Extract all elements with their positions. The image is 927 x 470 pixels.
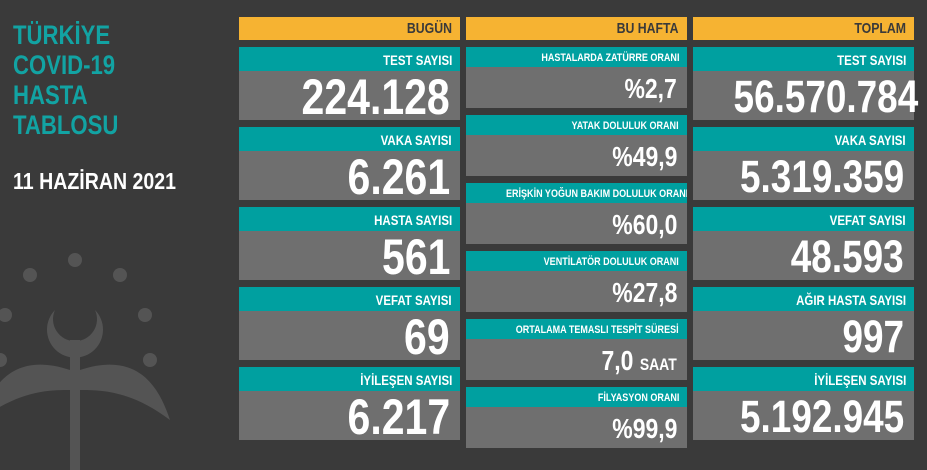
stat-label-text: VENTİLATÖR DOLULUK ORANI — [543, 256, 679, 268]
page-title: TÜRKİYE COVID-19 HASTA TABLOSU — [13, 20, 213, 140]
stat-label: VENTİLATÖR DOLULUK ORANI — [466, 251, 687, 271]
stat-value-text: %2,7 — [624, 73, 677, 104]
stat-card: ERİŞKİN YOĞUN BAKIM DOLULUK ORANI %60,0 — [466, 183, 687, 244]
stat-label-text: HASTALARDA ZATÜRRE ORANI — [540, 52, 679, 64]
stat-card: ORTALAMA TEMASLI TESPİT SÜRESİ 7,0 SAAT — [466, 319, 687, 380]
stat-card: İYİLEŞEN SAYISI 6.217 — [239, 367, 460, 443]
stat-label: VEFAT SAYISI — [239, 287, 460, 311]
stat-value: 48.593 — [693, 231, 914, 282]
stat-label: TEST SAYISI — [239, 47, 460, 71]
stat-label-text: İYİLEŞEN SAYISI — [359, 372, 452, 388]
stat-value: %60,0 — [466, 203, 687, 244]
stat-value-text: 56.570.784 — [733, 71, 919, 122]
stat-value: 69 — [239, 311, 460, 363]
stat-card: HASTA SAYISI 561 — [239, 207, 460, 283]
stat-label: TEST SAYISI — [693, 47, 914, 71]
stat-label-text: TEST SAYISI — [382, 52, 452, 68]
stat-label-text: TEST SAYISI — [836, 52, 906, 68]
title-line: COVID-19 — [13, 50, 116, 80]
stat-value: 7,0 SAAT — [466, 339, 687, 380]
stat-value-text: %60,0 — [611, 209, 677, 240]
stat-value: 5.192.945 — [693, 391, 914, 442]
stat-card: YATAK DOLULUK ORANI %49,9 — [466, 115, 687, 176]
stat-label: AĞIR HASTA SAYISI — [693, 287, 914, 311]
stat-card: AĞIR HASTA SAYISI 997 — [693, 287, 914, 362]
stat-label-text: HASTA SAYISI — [373, 212, 452, 228]
stat-value-text: 5.192.945 — [739, 391, 904, 442]
stat-value: 56.570.784 — [693, 71, 918, 122]
stat-label: VAKA SAYISI — [239, 127, 460, 151]
stat-value-text: %49,9 — [611, 141, 677, 172]
stat-label: İYİLEŞEN SAYISI — [693, 367, 914, 391]
title-line: TABLOSU — [13, 110, 119, 140]
stat-label: FİLYASYON ORANI — [466, 387, 687, 407]
stat-value-text: 561 — [381, 229, 450, 285]
stat-value: 6.261 — [239, 151, 460, 203]
stat-value-text: 224.128 — [301, 69, 450, 125]
ministry-emblem-icon — [0, 253, 170, 470]
stat-card: HASTALARDA ZATÜRRE ORANI %2,7 — [466, 47, 687, 108]
stat-value: 997 — [693, 311, 914, 362]
stat-value-text: 48.593 — [791, 231, 904, 282]
column-header-text: BUGÜN — [406, 20, 452, 37]
stat-label-text: ERİŞKİN YOĞUN BAKIM DOLULUK ORANI — [506, 188, 687, 200]
stat-label-text: VAKA SAYISI — [834, 132, 906, 148]
stat-card: VENTİLATÖR DOLULUK ORANI %27,8 — [466, 251, 687, 312]
column-header-text: BU HAFTA — [617, 20, 679, 37]
stat-label: HASTA SAYISI — [239, 207, 460, 231]
stat-card: VEFAT SAYISI 48.593 — [693, 207, 914, 282]
stat-value: 5.319.359 — [693, 151, 914, 202]
stat-value-text: %27,8 — [611, 277, 677, 308]
column-this-week: BU HAFTA HASTALARDA ZATÜRRE ORANI %2,7 Y… — [466, 17, 687, 448]
stat-value: %49,9 — [466, 135, 687, 176]
stat-card: VEFAT SAYISI 69 — [239, 287, 460, 363]
stat-card: TEST SAYISI 56.570.784 — [693, 47, 918, 122]
stat-card: VAKA SAYISI 5.319.359 — [693, 127, 914, 202]
stat-value-text: 997 — [842, 311, 904, 362]
column-header-text: TOPLAM — [854, 20, 906, 37]
stat-value: 6.217 — [239, 391, 460, 443]
stat-label-text: YATAK DOLULUK ORANI — [571, 120, 679, 132]
stat-card: TEST SAYISI 224.128 — [239, 47, 460, 123]
stat-value-text: 7,0 — [601, 345, 634, 376]
stat-label-text: VEFAT SAYISI — [830, 212, 906, 228]
column-header: BUGÜN — [239, 17, 460, 40]
stat-label-text: ORTALAMA TEMASLI TESPİT SÜRESİ — [516, 324, 679, 336]
stat-value: 224.128 — [239, 71, 460, 123]
stat-label: VAKA SAYISI — [693, 127, 914, 151]
stat-label-text: VAKA SAYISI — [380, 132, 452, 148]
stat-card: VAKA SAYISI 6.261 — [239, 127, 460, 203]
stat-value-text: 6.217 — [347, 389, 450, 445]
stat-unit: SAAT — [640, 355, 677, 374]
stat-value-text: 69 — [404, 309, 450, 365]
stat-value: %99,9 — [466, 407, 687, 448]
stat-label: ORTALAMA TEMASLI TESPİT SÜRESİ — [466, 319, 687, 339]
stat-card: İYİLEŞEN SAYISI 5.192.945 — [693, 367, 914, 442]
column-today: BUGÜN TEST SAYISI 224.128 VAKA SAYISI 6.… — [239, 17, 460, 443]
stat-label: HASTALARDA ZATÜRRE ORANI — [466, 47, 687, 67]
stat-label: VEFAT SAYISI — [693, 207, 914, 231]
stat-label: YATAK DOLULUK ORANI — [466, 115, 687, 135]
stat-value: 561 — [239, 231, 460, 283]
column-total: TOPLAM TEST SAYISI 56.570.784 VAKA SAYIS… — [693, 17, 918, 442]
stat-card: FİLYASYON ORANI %99,9 — [466, 387, 687, 448]
stat-value: %2,7 — [466, 67, 687, 108]
stat-label-text: VEFAT SAYISI — [376, 292, 452, 308]
stat-label: İYİLEŞEN SAYISI — [239, 367, 460, 391]
column-header: TOPLAM — [693, 17, 914, 40]
stat-value-text: %99,9 — [611, 413, 677, 444]
title-line: HASTA — [13, 80, 88, 110]
stat-label-text: AĞIR HASTA SAYISI — [796, 292, 906, 308]
stat-value: %27,8 — [466, 271, 687, 312]
column-header: BU HAFTA — [466, 17, 687, 40]
report-date: 11 HAZİRAN 2021 — [13, 168, 176, 194]
stat-value-text: 6.261 — [347, 149, 450, 205]
title-line: TÜRKİYE — [13, 20, 111, 50]
stat-label-text: İYİLEŞEN SAYISI — [813, 372, 906, 388]
stat-label-text: FİLYASYON ORANI — [597, 392, 679, 404]
stat-label: ERİŞKİN YOĞUN BAKIM DOLULUK ORANI — [466, 183, 687, 203]
stat-value-text: 5.319.359 — [739, 151, 904, 202]
